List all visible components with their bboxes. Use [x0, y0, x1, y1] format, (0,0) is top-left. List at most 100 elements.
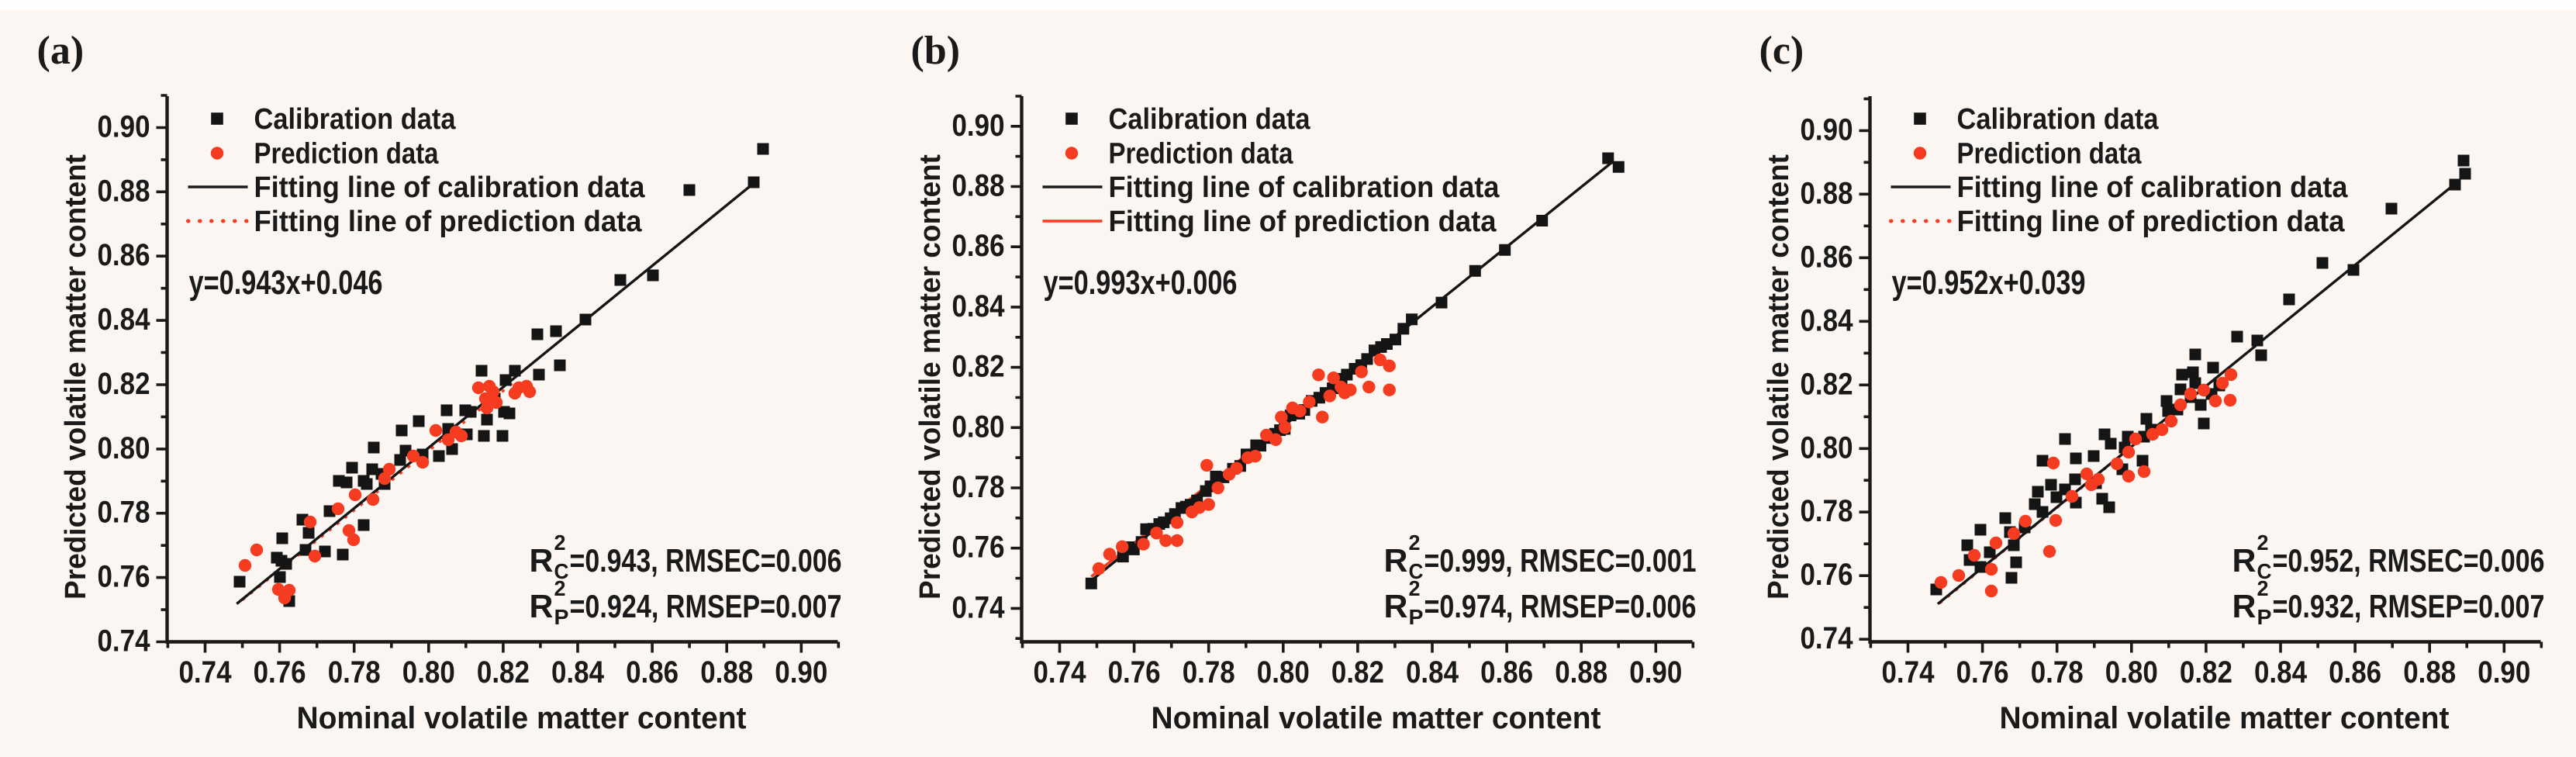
svg-text:=0.974, RMSEP=0.006: =0.974, RMSEP=0.006 — [1424, 588, 1697, 624]
svg-text:0.76: 0.76 — [952, 531, 1005, 565]
svg-text:R: R — [530, 542, 554, 579]
svg-text:Fitting line of calibration da: Fitting line of calibration data — [1957, 171, 2349, 204]
svg-text:P: P — [554, 605, 569, 629]
svg-text:Calibration data: Calibration data — [1957, 103, 2160, 136]
svg-text:C: C — [1409, 559, 1424, 583]
svg-text:0.90: 0.90 — [1801, 112, 1853, 147]
svg-text:0.78: 0.78 — [328, 655, 381, 690]
svg-text:R: R — [1384, 542, 1408, 579]
svg-text:0.84: 0.84 — [98, 302, 151, 337]
svg-text:0.84: 0.84 — [1406, 655, 1459, 690]
svg-text:y=0.943x+0.046: y=0.943x+0.046 — [189, 264, 383, 302]
svg-text:0.90: 0.90 — [952, 109, 1005, 143]
svg-text:0.80: 0.80 — [1257, 655, 1310, 690]
svg-text:0.78: 0.78 — [1801, 494, 1853, 528]
svg-text:0.88: 0.88 — [2403, 655, 2456, 690]
svg-text:=0.952, RMSEC=0.006: =0.952, RMSEC=0.006 — [2273, 542, 2545, 579]
svg-text:0.88: 0.88 — [1801, 176, 1853, 210]
svg-text:2: 2 — [2257, 576, 2269, 600]
svg-text:2: 2 — [1409, 576, 1421, 600]
svg-text:0.76: 0.76 — [98, 560, 150, 594]
svg-text:Calibration data: Calibration data — [254, 103, 457, 136]
svg-text:C: C — [2257, 559, 2272, 583]
svg-text:0.78: 0.78 — [952, 470, 1005, 504]
svg-text:0.82: 0.82 — [477, 655, 530, 690]
svg-text:0.88: 0.88 — [98, 174, 150, 208]
svg-text:Calibration data: Calibration data — [1109, 103, 1311, 136]
svg-text:C: C — [554, 559, 569, 583]
svg-text:0.82: 0.82 — [1331, 655, 1384, 690]
svg-text:Fitting line of calibration da: Fitting line of calibration data — [1109, 171, 1500, 204]
svg-text:0.74: 0.74 — [98, 624, 151, 658]
svg-text:2: 2 — [2257, 531, 2269, 555]
svg-text:0.76: 0.76 — [254, 655, 306, 690]
svg-text:0.88: 0.88 — [1555, 655, 1607, 690]
svg-text:0.76: 0.76 — [1108, 655, 1161, 690]
svg-text:P: P — [2257, 605, 2272, 629]
svg-text:0.88: 0.88 — [700, 655, 753, 690]
svg-text:0.84: 0.84 — [1801, 303, 1854, 337]
svg-text:=0.924, RMSEP=0.007: =0.924, RMSEP=0.007 — [570, 588, 842, 624]
svg-text:0.84: 0.84 — [551, 655, 605, 690]
svg-text:0.76: 0.76 — [1956, 655, 2009, 690]
svg-text:0.84: 0.84 — [2254, 655, 2308, 690]
svg-text:0.82: 0.82 — [98, 367, 150, 401]
svg-text:=0.999, RMSEC=0.001: =0.999, RMSEC=0.001 — [1424, 542, 1697, 579]
svg-text:=0.932, RMSEP=0.007: =0.932, RMSEP=0.007 — [2273, 588, 2545, 624]
svg-text:Fitting line of prediction dat: Fitting line of prediction data — [1957, 206, 2346, 238]
svg-text:0.74: 0.74 — [952, 590, 1006, 624]
svg-text:(a): (a) — [37, 29, 85, 73]
svg-text:0.82: 0.82 — [2180, 655, 2232, 690]
svg-text:0.74: 0.74 — [1034, 655, 1087, 690]
svg-text:y=0.952x+0.039: y=0.952x+0.039 — [1892, 264, 2086, 302]
svg-text:Predicted volatile matter cont: Predicted volatile matter content — [1763, 154, 1795, 600]
svg-text:Nominal volatile matter conten: Nominal volatile matter content — [1152, 701, 1601, 735]
svg-text:Predicted volatile matter cont: Predicted volatile matter content — [60, 154, 92, 600]
svg-text:0.80: 0.80 — [402, 655, 455, 690]
svg-text:0.80: 0.80 — [1801, 430, 1853, 465]
svg-text:Fitting line of calibration da: Fitting line of calibration data — [254, 171, 646, 204]
svg-text:0.82: 0.82 — [952, 350, 1005, 384]
svg-text:R: R — [1384, 588, 1408, 624]
svg-text:R: R — [2232, 588, 2257, 624]
svg-text:(c): (c) — [1759, 29, 1804, 73]
svg-text:0.80: 0.80 — [98, 431, 150, 465]
svg-text:Fitting line of prediction dat: Fitting line of prediction data — [254, 206, 643, 238]
svg-text:R: R — [2232, 542, 2257, 579]
svg-text:Prediction data: Prediction data — [1109, 138, 1294, 171]
svg-text:0.86: 0.86 — [1480, 655, 1533, 690]
svg-text:2: 2 — [554, 576, 566, 600]
svg-text:0.90: 0.90 — [775, 655, 827, 690]
svg-text:0.74: 0.74 — [179, 655, 233, 690]
svg-text:0.86: 0.86 — [2329, 655, 2381, 690]
svg-text:(b): (b) — [911, 29, 961, 73]
svg-text:Nominal volatile matter conten: Nominal volatile matter content — [2000, 701, 2450, 735]
svg-text:0.78: 0.78 — [2031, 655, 2084, 690]
svg-text:0.90: 0.90 — [1629, 655, 1682, 690]
svg-text:Predicted volatile matter cont: Predicted volatile matter content — [914, 154, 947, 600]
svg-text:0.86: 0.86 — [1801, 240, 1853, 274]
svg-text:=0.943, RMSEC=0.006: =0.943, RMSEC=0.006 — [570, 542, 842, 579]
svg-text:0.78: 0.78 — [98, 496, 150, 530]
svg-text:0.82: 0.82 — [1801, 367, 1853, 401]
svg-text:y=0.993x+0.006: y=0.993x+0.006 — [1044, 264, 1238, 302]
svg-text:0.88: 0.88 — [952, 169, 1005, 203]
svg-text:0.90: 0.90 — [98, 110, 150, 144]
svg-text:0.84: 0.84 — [952, 289, 1006, 323]
svg-text:0.86: 0.86 — [626, 655, 679, 690]
svg-text:0.80: 0.80 — [952, 410, 1005, 444]
svg-text:Prediction data: Prediction data — [1957, 138, 2143, 171]
svg-text:Prediction data: Prediction data — [254, 138, 440, 171]
svg-text:0.80: 0.80 — [2105, 655, 2158, 690]
svg-text:0.90: 0.90 — [2478, 655, 2530, 690]
svg-text:0.74: 0.74 — [1882, 655, 1935, 690]
svg-text:0.74: 0.74 — [1801, 621, 1854, 655]
svg-text:2: 2 — [1409, 531, 1421, 555]
svg-text:0.86: 0.86 — [952, 229, 1005, 263]
svg-text:0.78: 0.78 — [1183, 655, 1235, 690]
svg-text:0.76: 0.76 — [1801, 558, 1853, 592]
svg-text:P: P — [1409, 605, 1424, 629]
svg-text:R: R — [530, 588, 554, 624]
svg-text:0.86: 0.86 — [98, 238, 150, 272]
svg-text:Fitting line of prediction dat: Fitting line of prediction data — [1109, 206, 1497, 238]
